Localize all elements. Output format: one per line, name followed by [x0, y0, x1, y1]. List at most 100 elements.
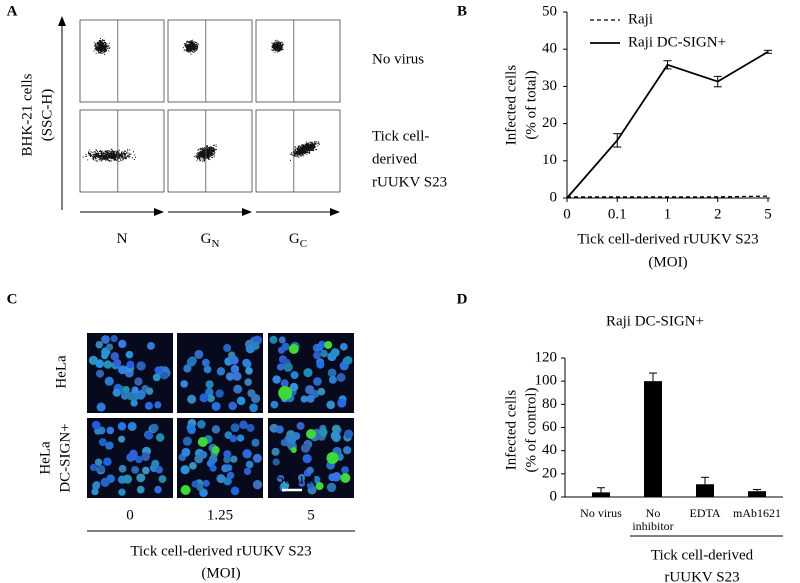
y-tick-label: 100	[535, 373, 558, 389]
nucleus	[155, 465, 163, 474]
axis-label: Infected cells	[503, 390, 519, 471]
row-label: rUUKV S23	[372, 174, 447, 190]
nucleus	[242, 449, 252, 459]
flow-plot-frame	[79, 19, 165, 103]
arrow-head	[242, 208, 252, 216]
nucleus	[343, 355, 353, 365]
nucleus	[202, 479, 210, 487]
nucleus	[155, 433, 165, 442]
nucleus	[152, 373, 161, 382]
nucleus	[126, 360, 135, 369]
nucleus	[127, 421, 137, 431]
nucleus	[180, 465, 190, 475]
row-label: derived	[372, 151, 417, 167]
nucleus	[281, 342, 290, 351]
x-tick-label: No virus	[580, 506, 622, 520]
column-label: GC	[289, 231, 307, 249]
axis-label: (% of total)	[523, 70, 539, 139]
flow-events	[289, 141, 320, 161]
axis-label: (% of control)	[523, 388, 539, 473]
nucleus	[327, 368, 337, 378]
nucleus	[205, 387, 214, 397]
nucleus	[275, 425, 284, 434]
nucleus	[112, 388, 121, 397]
nucleus	[118, 435, 126, 443]
nucleus	[91, 487, 99, 496]
infected-cell	[324, 341, 333, 349]
flow-events	[182, 39, 200, 55]
nucleus	[194, 454, 204, 464]
nucleus	[144, 431, 154, 440]
nucleus	[306, 466, 314, 474]
y-tick-label: 0	[550, 189, 558, 205]
group-label: rUUKV S23	[664, 569, 739, 583]
nucleus	[98, 438, 107, 447]
nucleus	[141, 466, 150, 475]
infected-cell	[315, 482, 324, 490]
column-label-sub: N	[211, 238, 219, 250]
nucleus	[331, 424, 341, 434]
series-line	[566, 51, 769, 199]
nucleus	[276, 363, 285, 371]
column-label: 1.25	[207, 507, 233, 523]
nucleus	[272, 458, 280, 466]
bar	[644, 381, 662, 497]
nucleus	[245, 344, 255, 354]
nucleus	[141, 452, 150, 461]
nucleus	[326, 400, 336, 410]
nucleus	[236, 396, 246, 406]
nucleus	[269, 335, 278, 344]
nucleus	[117, 422, 127, 431]
nucleus	[95, 359, 104, 369]
nucleus	[225, 464, 233, 472]
axis-label: (MOI)	[648, 254, 687, 270]
nucleus	[188, 356, 197, 366]
flow-plot-frame	[167, 19, 253, 103]
nucleus	[91, 420, 101, 430]
nucleus	[104, 376, 114, 386]
infected-cell	[211, 446, 220, 454]
bar	[592, 492, 610, 497]
row-label: Tick cell-	[372, 128, 429, 144]
y-tick-label: 30	[542, 78, 557, 94]
nucleus	[223, 450, 232, 459]
x-tick-label: EDTA	[689, 506, 721, 520]
nucleus	[306, 481, 315, 489]
nucleus	[182, 436, 192, 446]
nucleus	[236, 434, 245, 442]
nucleus	[286, 434, 297, 445]
nucleus	[105, 441, 114, 450]
nucleus	[289, 382, 299, 392]
nucleus	[312, 475, 321, 484]
y-tick-label: 0	[550, 488, 558, 504]
nucleus	[136, 361, 146, 371]
nucleus	[305, 385, 315, 395]
nucleus	[245, 367, 253, 375]
nucleus	[300, 395, 308, 403]
nucleus	[298, 474, 306, 482]
nucleus	[290, 371, 299, 380]
nucleus	[242, 358, 251, 367]
bar	[748, 491, 766, 497]
nucleus	[318, 427, 328, 437]
nucleus	[136, 485, 145, 494]
nucleus	[339, 342, 348, 351]
nucleus	[158, 475, 167, 483]
micrograph	[87, 418, 173, 498]
infected-cell	[340, 473, 351, 483]
nucleus	[270, 400, 279, 409]
y-tick-label: 20	[542, 115, 557, 131]
x-tick-label: 1	[664, 206, 672, 222]
nucleus	[252, 480, 263, 490]
panel-letter: C	[7, 291, 18, 307]
nucleus	[146, 341, 155, 350]
nucleus	[216, 474, 226, 484]
group-label: Tick cell-derived	[651, 547, 754, 563]
series-line	[567, 195, 769, 198]
nucleus	[103, 360, 113, 369]
arrow-head	[58, 16, 66, 26]
x-tick-label: No inhibitor	[632, 506, 674, 533]
nucleus	[209, 464, 217, 472]
nucleus	[336, 373, 346, 382]
nucleus	[97, 465, 106, 473]
